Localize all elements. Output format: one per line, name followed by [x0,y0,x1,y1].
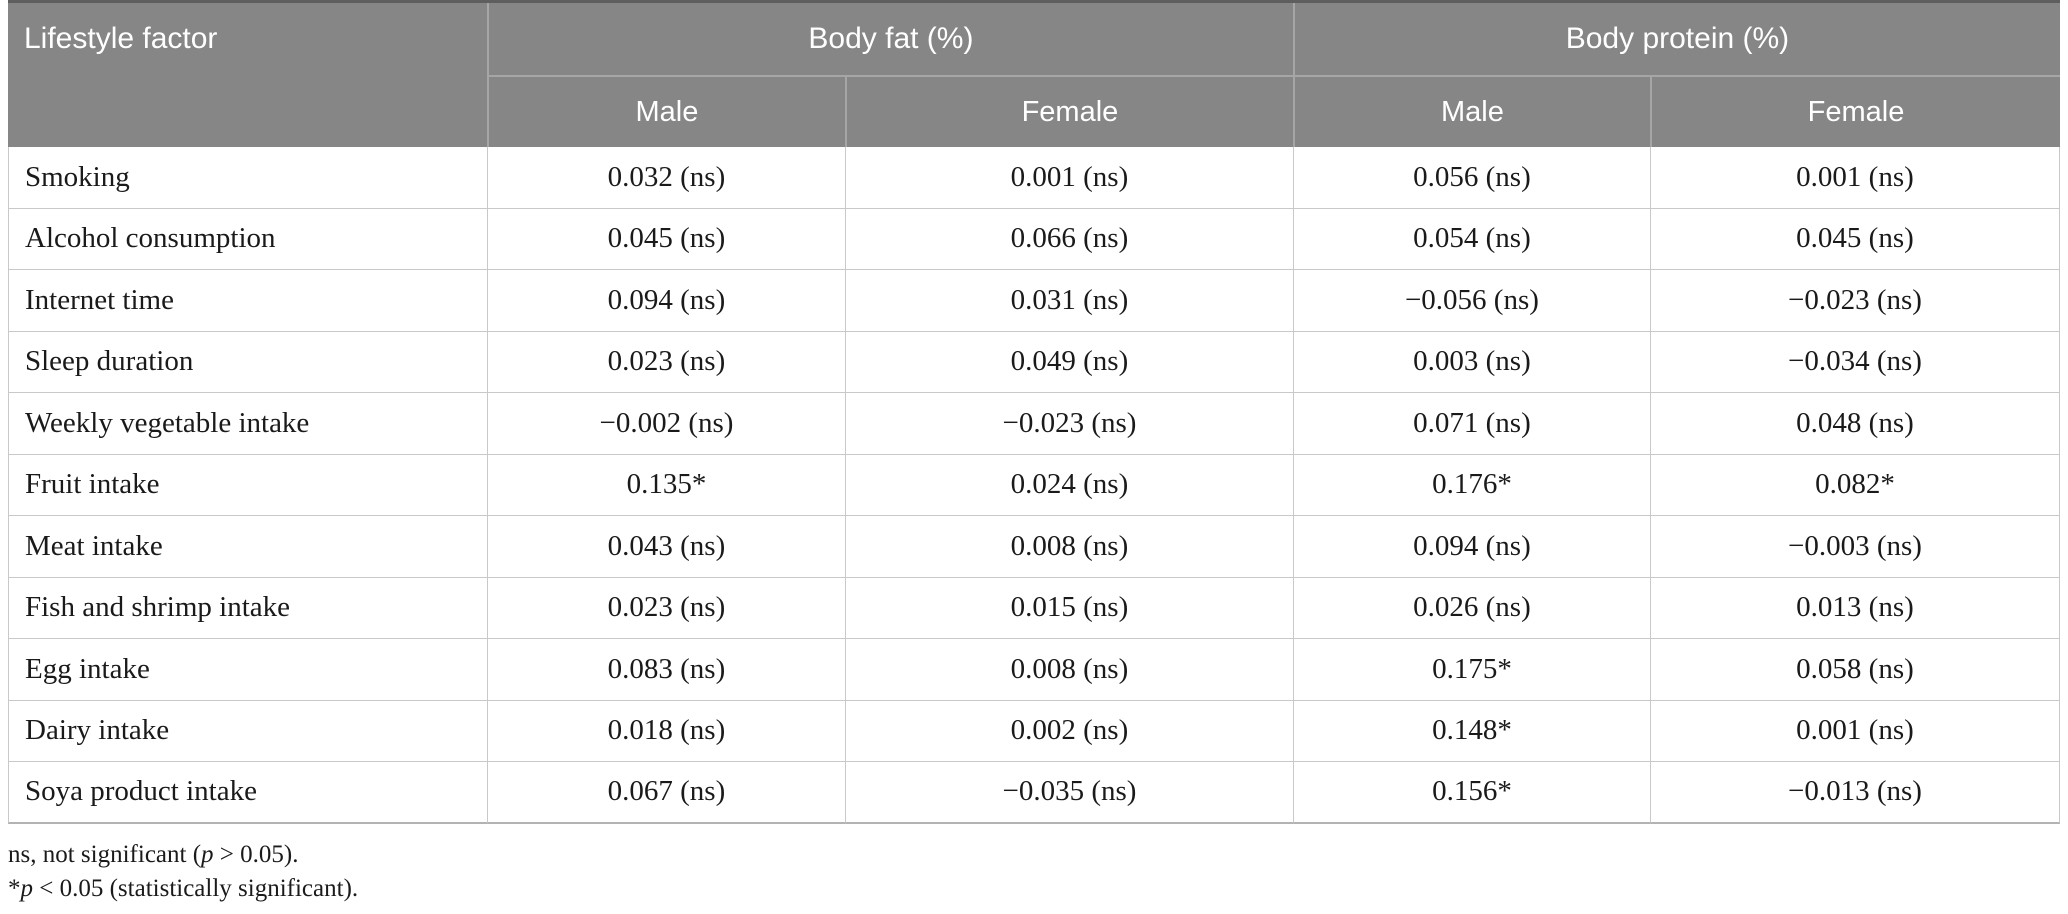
value-cell: 0.024 (ns) [844,454,1293,516]
value-cell: 0.003 (ns) [1292,331,1650,393]
value-cell: −0.013 (ns) [1649,762,2060,824]
footnote-line: *p < 0.05 (statistically significant). [8,874,359,902]
table-row: Fish and shrimp intake 0.023 (ns) 0.015 (n… [8,577,2060,639]
table-row: Fruit intake 0.135* 0.024 (ns) 0.176* 0.082* [8,454,2060,516]
value-cell: 0.032 (ns) [486,147,845,209]
value-cell: 0.176* [1292,454,1650,516]
table-row: Alcohol consumption 0.045 (ns) 0.066 (ns) 0… [8,208,2060,270]
factor-cell: Alcohol consumption [8,208,487,270]
value-cell: −0.023 (ns) [1649,270,2060,332]
value-cell: 0.148* [1292,700,1650,762]
value-cell: 0.071 (ns) [1292,393,1650,455]
value-cell: 0.054 (ns) [1292,208,1650,270]
factor-cell: Sleep duration [8,331,487,393]
table-row: Weekly vegetable intake −0.002 (ns) −0.023… [8,393,2060,455]
value-cell: −0.035 (ns) [844,762,1293,824]
factor-cell: Dairy intake [8,700,487,762]
value-cell: 0.156* [1292,762,1650,824]
factor-cell: Fruit intake [8,454,487,516]
value-cell: 0.094 (ns) [1292,516,1650,578]
value-cell: 0.043 (ns) [486,516,845,578]
footnotes: ns, not significant (p > 0.05). *p < 0.05… [8,838,2068,906]
factor-cell: Weekly vegetable intake [8,393,487,455]
group-header-body-fat: Body fat (%) [486,3,1293,75]
table-header: Lifestyle factor Body fat (%) Body prote… [8,3,2060,147]
value-cell: 0.001 (ns) [1649,700,2060,762]
factor-cell: Internet time [8,270,487,332]
header-row-groups: Lifestyle factor Body fat (%) Body prote… [8,3,2060,147]
value-cell: 0.049 (ns) [844,331,1293,393]
value-cell: −0.023 (ns) [844,393,1293,455]
value-cell: 0.048 (ns) [1649,393,2060,455]
value-cell: 0.008 (ns) [844,639,1293,701]
header-row-sex: Male Female Male Female [8,75,2060,147]
factor-cell: Meat intake [8,516,487,578]
value-cell: 0.018 (ns) [486,700,845,762]
group-header-body-protein: Body protein (%) [1292,3,2060,75]
value-cell: 0.058 (ns) [1649,639,2060,701]
table-row: Internet time 0.094 (ns) 0.031 (ns) −0.056 … [8,270,2060,332]
value-cell: 0.001 (ns) [844,147,1293,209]
factor-cell: Egg intake [8,639,487,701]
value-cell: −0.002 (ns) [486,393,845,455]
factor-cell: Smoking [8,147,487,209]
sub-header-body-fat-male: Male [486,75,845,147]
value-cell: 0.066 (ns) [844,208,1293,270]
table-row: Soya product intake 0.067 (ns) −0.035 (ns)… [8,762,2060,824]
table-row: Dairy intake 0.018 (ns) 0.002 (ns) 0.148* 0.… [8,700,2060,762]
value-cell: 0.067 (ns) [486,762,845,824]
table-row: Smoking 0.032 (ns) 0.001 (ns) 0.056 (ns) 0.0… [8,147,2060,209]
value-cell: 0.013 (ns) [1649,577,2060,639]
value-cell: 0.094 (ns) [486,270,845,332]
value-cell: 0.023 (ns) [486,331,845,393]
value-cell: 0.015 (ns) [844,577,1293,639]
factor-cell: Soya product intake [8,762,487,824]
footnote-line: ns, not significant (p > 0.05). [8,840,299,868]
factor-cell: Fish and shrimp intake [8,577,487,639]
value-cell: 0.023 (ns) [486,577,845,639]
value-cell: 0.175* [1292,639,1650,701]
value-cell: −0.003 (ns) [1649,516,2060,578]
table-row: Sleep duration 0.023 (ns) 0.049 (ns) 0.003 … [8,331,2060,393]
value-cell: 0.026 (ns) [1292,577,1650,639]
col-header-lifestyle-factor: Lifestyle factor [8,3,487,147]
value-cell: −0.056 (ns) [1292,270,1650,332]
value-cell: 0.001 (ns) [1649,147,2060,209]
value-cell: 0.082* [1649,454,2060,516]
value-cell: 0.135* [486,454,845,516]
table-body: Smoking 0.032 (ns) 0.001 (ns) 0.056 (ns) 0.0… [8,147,2060,824]
value-cell: 0.083 (ns) [486,639,845,701]
sub-header-body-fat-female: Female [844,75,1293,147]
value-cell: 0.045 (ns) [486,208,845,270]
value-cell: 0.008 (ns) [844,516,1293,578]
sub-header-body-protein-male: Male [1292,75,1650,147]
correlation-table: Lifestyle factor Body fat (%) Body prote… [8,0,2060,824]
table-row: Egg intake 0.083 (ns) 0.008 (ns) 0.175* 0.05… [8,639,2060,701]
sub-header-body-protein-female: Female [1649,75,2060,147]
value-cell: 0.031 (ns) [844,270,1293,332]
value-cell: −0.034 (ns) [1649,331,2060,393]
value-cell: 0.056 (ns) [1292,147,1650,209]
value-cell: 0.002 (ns) [844,700,1293,762]
value-cell: 0.045 (ns) [1649,208,2060,270]
table-row: Meat intake 0.043 (ns) 0.008 (ns) 0.094 (ns… [8,516,2060,578]
